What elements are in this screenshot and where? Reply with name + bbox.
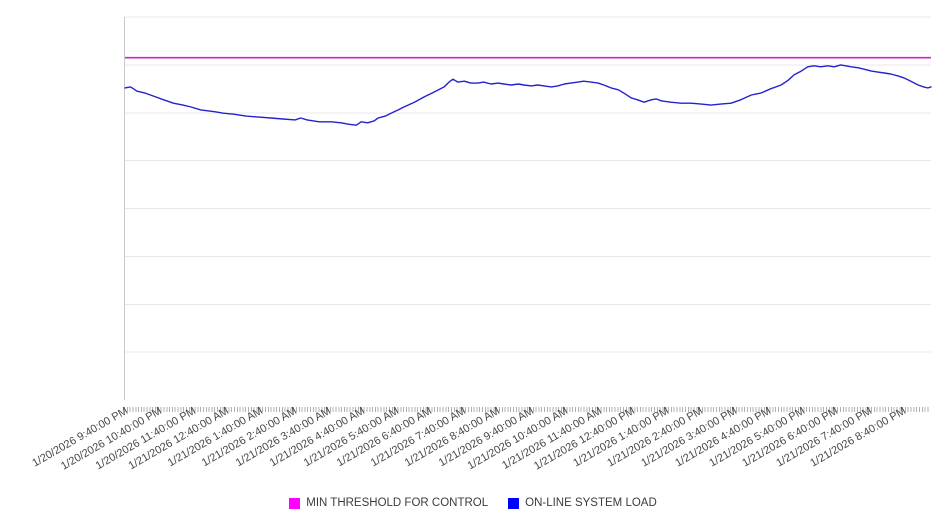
x-axis-label: 1/20/2026 10:40:00 PM bbox=[58, 405, 164, 473]
x-axis-ticks-svg bbox=[124, 407, 929, 412]
x-axis-label: 1/21/2026 2:40:00 AM bbox=[199, 405, 300, 470]
x-axis-label: 1/21/2026 3:40:00 PM bbox=[639, 405, 739, 470]
x-axis-label: 1/21/2026 1:40:00 AM bbox=[166, 405, 266, 470]
x-axis-label: 1/21/2026 12:40:00 AM bbox=[126, 405, 232, 473]
x-axis-label: 1/21/2026 8:40:00 AM bbox=[402, 405, 503, 470]
x-axis-label: 1/21/2026 5:40:00 AM bbox=[301, 405, 401, 470]
x-axis-label: 1/21/2026 4:40:00 AM bbox=[267, 405, 367, 470]
x-axis-label: 1/21/2026 10:40:00 AM bbox=[465, 405, 570, 473]
legend-swatch-system-load-icon bbox=[508, 497, 520, 509]
x-axis-label: 1/21/2026 9:40:00 AM bbox=[436, 405, 536, 470]
x-axis-label: 1/21/2026 6:40:00 PM bbox=[740, 405, 841, 470]
chart-legend: MIN THRESHOLD FOR CONTROL ON-LINE SYSTEM… bbox=[0, 497, 946, 509]
x-axis-label: 1/21/2026 7:40:00 AM bbox=[369, 405, 469, 470]
x-axis-label: 1/21/2026 6:40:00 AM bbox=[335, 405, 435, 470]
x-axis-label: 1/20/2026 11:40:00 PM bbox=[93, 405, 198, 473]
x-axis-label: 1/20/2026 9:40:00 PM bbox=[30, 405, 131, 470]
x-axis-label: 1/21/2026 5:40:00 PM bbox=[706, 405, 807, 470]
legend-item-min-threshold[interactable]: MIN THRESHOLD FOR CONTROL bbox=[289, 497, 488, 509]
legend-label-system-load: ON-LINE SYSTEM LOAD bbox=[525, 497, 657, 509]
x-axis-label: 1/21/2026 12:40:00 PM bbox=[532, 405, 638, 473]
x-axis-label: 1/21/2026 11:40:00 AM bbox=[499, 405, 604, 472]
on-line-system-load-line bbox=[124, 64, 932, 126]
legend-swatch-min-threshold-icon bbox=[289, 497, 301, 509]
x-axis-label: 1/21/2026 3:40:00 AM bbox=[233, 405, 333, 470]
plot-svg bbox=[124, 16, 932, 353]
legend-item-system-load[interactable]: ON-LINE SYSTEM LOAD bbox=[508, 497, 657, 509]
plot-area bbox=[124, 16, 932, 400]
x-axis-label: 1/21/2026 4:40:00 PM bbox=[673, 405, 773, 470]
x-axis-minor-ticks bbox=[124, 400, 930, 412]
x-axis-label: 1/21/2026 1:40:00 PM bbox=[571, 405, 672, 470]
x-axis-label: 1/21/2026 8:40:00 PM bbox=[808, 405, 909, 470]
legend-label-min-threshold: MIN THRESHOLD FOR CONTROL bbox=[306, 497, 489, 509]
x-axis-label: 1/21/2026 7:40:00 PM bbox=[774, 405, 875, 470]
x-axis-label: 1/21/2026 2:40:00 PM bbox=[605, 405, 706, 470]
